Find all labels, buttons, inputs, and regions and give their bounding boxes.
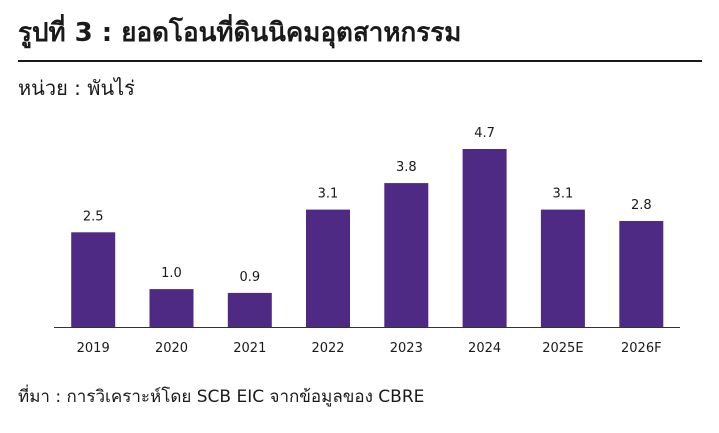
data-label-2023: 3.8 (396, 160, 417, 175)
data-label-2025E: 3.1 (553, 187, 574, 202)
bar-2020 (149, 289, 194, 327)
x-tick-label-2020: 2020 (155, 341, 188, 356)
bar-2021 (227, 292, 272, 327)
data-label-2022: 3.1 (318, 187, 339, 202)
x-tick-label-2021: 2021 (233, 341, 266, 356)
bar-2024 (462, 149, 507, 327)
source-note: ที่มา : การวิเคราะห์โดย SCB EIC จากข้อมู… (18, 387, 425, 407)
bar-2022 (306, 209, 350, 327)
data-label-2021: 0.9 (239, 270, 260, 285)
x-tick-label-2025E: 2025E (542, 341, 583, 356)
unit-label: หน่วย : พันไร่ (18, 76, 135, 100)
bar-2025E (540, 209, 585, 327)
x-tick-label-2026F: 2026F (621, 341, 662, 356)
x-tick-label-2022: 2022 (311, 341, 344, 356)
bar-2019 (71, 232, 116, 327)
chart-title: รูปที่ 3 : ยอดโอนที่ดินนิคมอุตสาหกรรม (18, 18, 462, 48)
x-tick-label-2019: 2019 (77, 341, 110, 356)
x-tick-label-2024: 2024 (468, 341, 501, 356)
title-divider (18, 60, 702, 62)
data-label-2026F: 2.8 (631, 198, 652, 213)
data-label-2020: 1.0 (161, 266, 182, 281)
x-tick-label-2023: 2023 (390, 341, 423, 356)
bar-2023 (384, 183, 429, 327)
data-label-2024: 4.7 (474, 126, 495, 141)
data-label-2019: 2.5 (83, 209, 104, 224)
bar-2026F (619, 221, 664, 327)
